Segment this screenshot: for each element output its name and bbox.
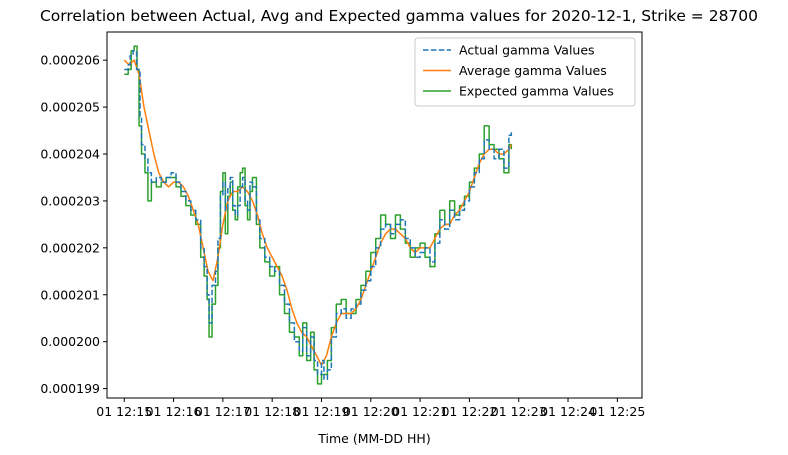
series-line-expected-gamma-values (124, 45, 513, 385)
x-tick-label: 01 12:20 (343, 404, 399, 419)
y-axis: 0.000199 0.000200 0.000201 0.000202 0.000203… (40, 53, 107, 396)
y-tick-label: 0.000203 (40, 193, 100, 208)
x-tick-label: 01 12:17 (195, 404, 251, 419)
legend-items: Actual gamma Values Average gamma Values E… (423, 43, 614, 99)
x-tick-label: 01 12:15 (96, 404, 152, 419)
legend-label: Expected gamma Values (459, 84, 614, 99)
series-layer (123, 45, 513, 385)
x-tick-label: 01 12:21 (392, 404, 448, 419)
y-tick-label: 0.000206 (40, 53, 100, 68)
x-tick-label: 01 12:19 (294, 404, 350, 419)
x-axis-label: Time (MM-DD HH) (317, 431, 430, 446)
y-tick-label: 0.000201 (40, 287, 100, 302)
x-tick-label: 01 12:23 (491, 404, 547, 419)
x-tick-label: 01 12:22 (441, 404, 497, 419)
plot-frame (106, 31, 643, 399)
y-tick-label: 0.000200 (40, 334, 100, 349)
x-tick-label: 01 12:24 (540, 404, 596, 419)
legend: Actual gamma Values Average gamma Values E… (414, 37, 636, 107)
y-tick-label: 0.000202 (40, 240, 100, 255)
series-line-average-gamma-values (123, 59, 512, 366)
y-tick-label: 0.000204 (40, 147, 100, 162)
legend-box (414, 37, 636, 107)
x-tick-label: 01 12:16 (146, 404, 202, 419)
series-line-actual-gamma-values (124, 50, 513, 380)
legend-label: Actual gamma Values (459, 43, 595, 58)
x-tick-label: 01 12:25 (589, 404, 645, 419)
y-tick-label: 0.000205 (40, 100, 100, 115)
y-tick-label: 0.000199 (40, 381, 100, 396)
x-tick-label: 01 12:18 (244, 404, 300, 419)
legend-label: Average gamma Values (459, 63, 607, 78)
chart-title: Correlation between Actual, Avg and Expe… (40, 7, 758, 25)
